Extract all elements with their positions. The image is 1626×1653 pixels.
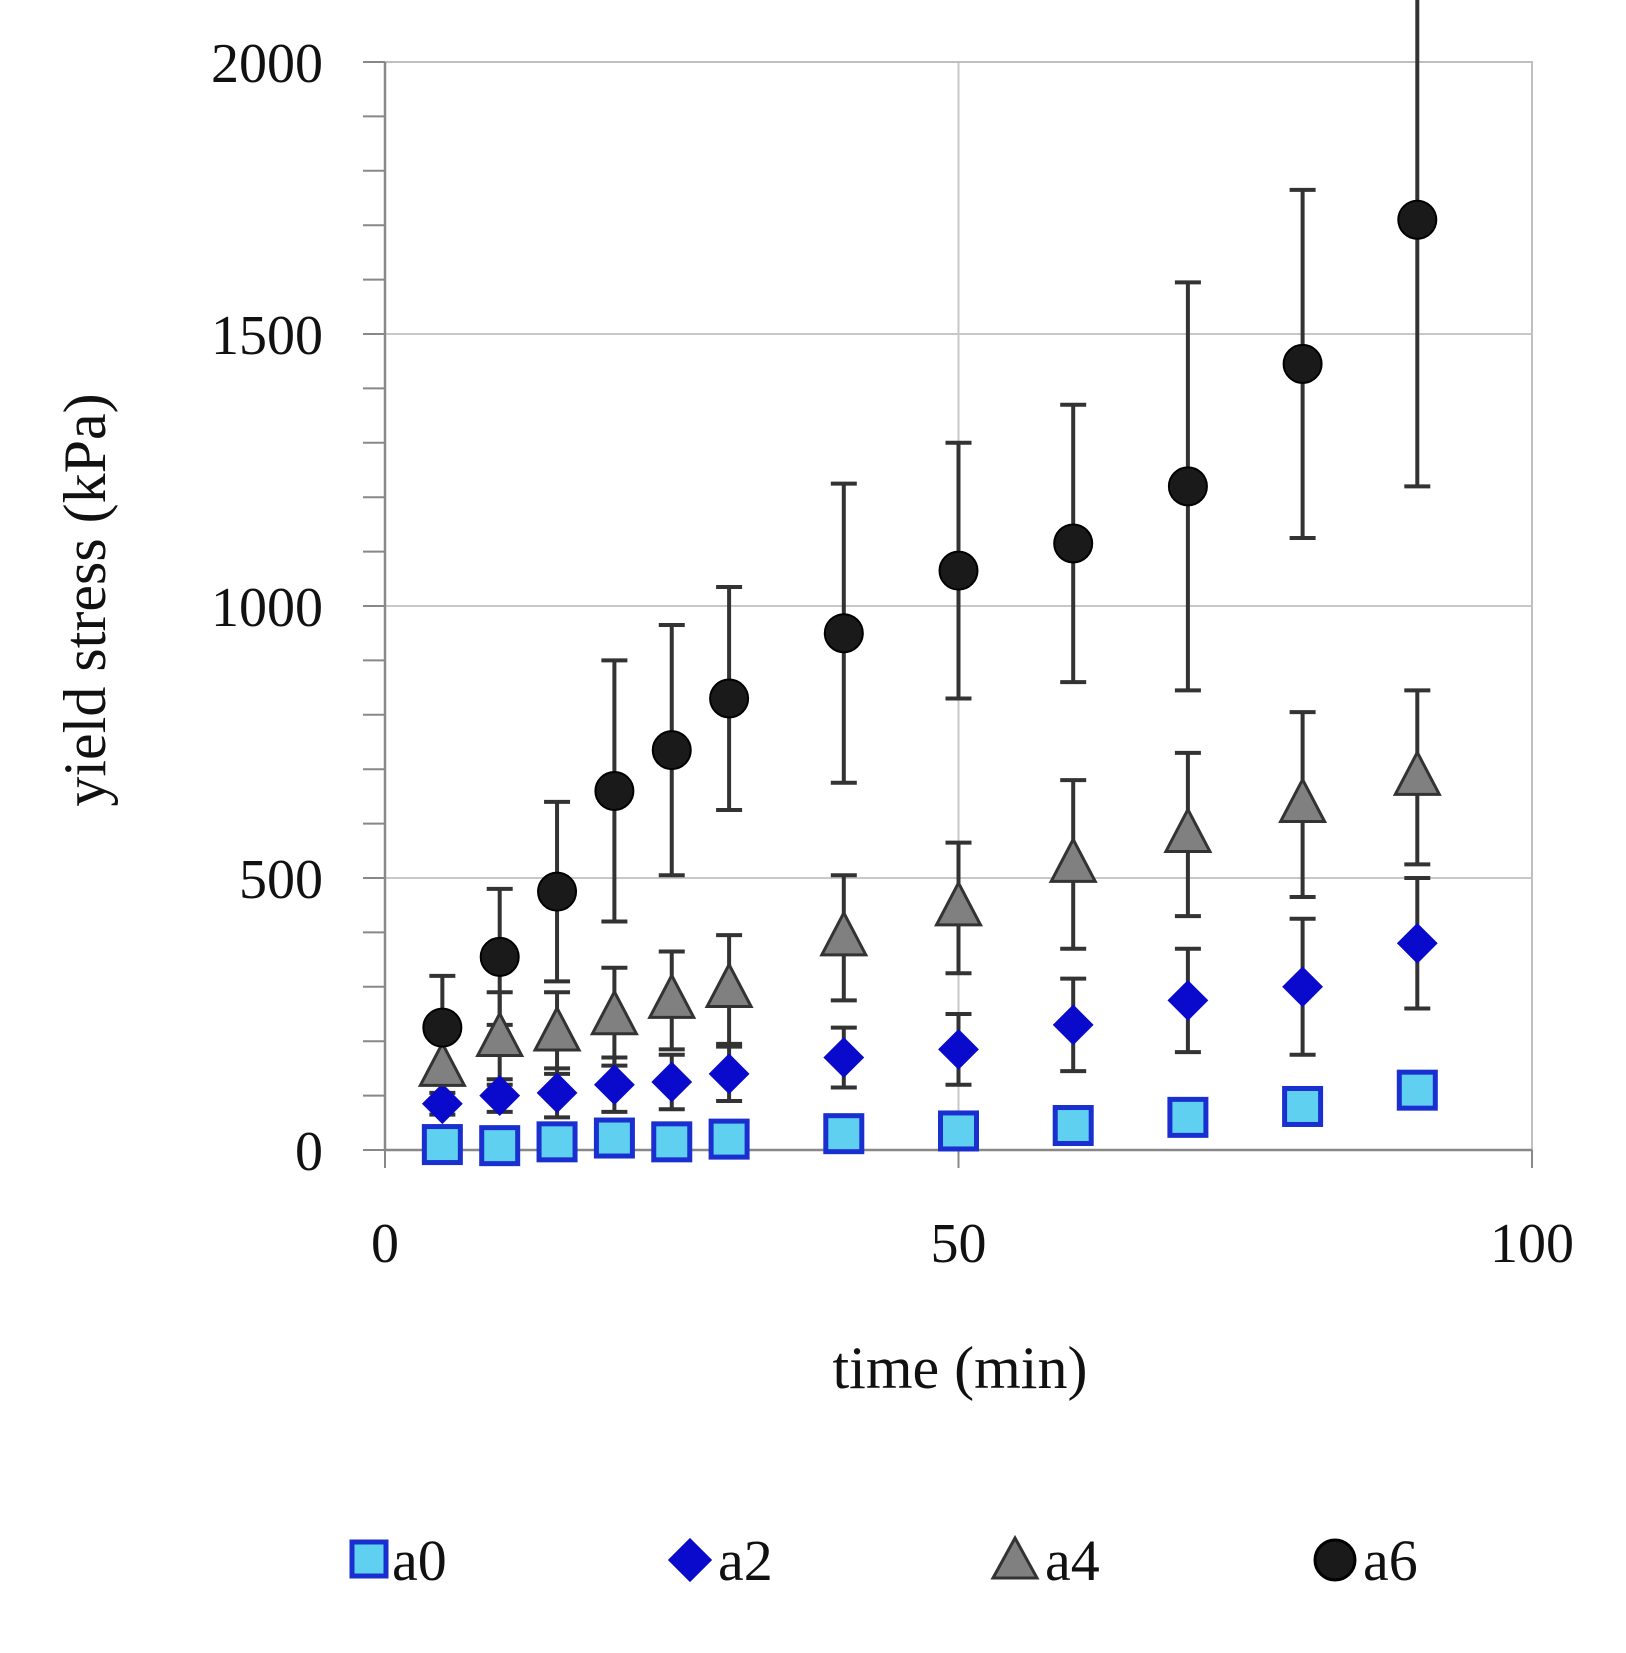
point-a2: [593, 1064, 635, 1106]
point-a4: [589, 988, 639, 1036]
point-a6: [709, 678, 750, 719]
point-a0: [1282, 1085, 1324, 1127]
point-a4: [647, 972, 697, 1019]
y-tick-label: 500: [239, 849, 323, 911]
series-a2: [421, 922, 1438, 1125]
point-a0: [536, 1121, 578, 1163]
point-a6: [823, 613, 864, 654]
legend-item-a6: a6: [1313, 1528, 1418, 1593]
point-a2: [1167, 979, 1209, 1021]
legend-label-a6: a6: [1363, 1528, 1418, 1593]
legend-marker-circle-icon: [1313, 1538, 1357, 1582]
x-axis-title: time (min): [833, 1335, 1088, 1401]
legend-label-a4: a4: [1045, 1528, 1100, 1593]
point-a0: [708, 1118, 750, 1160]
legend-item-a4: a4: [990, 1528, 1100, 1593]
x-tick-label: 100: [1490, 1213, 1574, 1275]
series-a6: [422, 199, 1438, 1048]
point-a6: [422, 1007, 463, 1048]
point-a4: [934, 879, 983, 927]
legend-label-a0: a0: [392, 1528, 447, 1593]
y-axis-title: yield stress (kPa): [52, 393, 118, 806]
point-a6: [1282, 343, 1323, 384]
point-a4: [1392, 749, 1442, 796]
legend: a0 a2 a4 a6: [349, 1528, 1418, 1593]
point-a2: [1396, 922, 1438, 964]
point-a6: [594, 770, 635, 811]
point-a2: [421, 1083, 463, 1125]
point-a0: [421, 1124, 463, 1166]
y-tick-label: 1000: [211, 577, 323, 639]
legend-label-a2: a2: [718, 1528, 773, 1593]
point-a4: [704, 961, 754, 1009]
point-a6: [1053, 523, 1094, 564]
point-a6: [651, 730, 692, 771]
data-points: [417, 199, 1442, 1167]
point-a0: [1396, 1069, 1438, 1111]
series-a4: [417, 749, 1442, 1087]
point-a2: [823, 1037, 865, 1078]
legend-marker-diamond-icon: [667, 1537, 713, 1583]
point-a2: [708, 1053, 750, 1095]
point-a4: [417, 1040, 467, 1087]
point-a4: [1048, 836, 1098, 883]
point-a6: [1397, 199, 1438, 240]
point-a0: [479, 1125, 521, 1167]
x-tick-label: 0: [371, 1213, 399, 1275]
legend-item-a0: a0: [349, 1528, 447, 1593]
point-a6: [1167, 466, 1208, 507]
point-a2: [479, 1075, 521, 1117]
point-a0: [823, 1113, 865, 1155]
point-a6: [938, 550, 979, 591]
y-tick-label: 2000: [211, 33, 323, 95]
legend-marker-triangle-icon: [990, 1534, 1040, 1580]
point-a4: [1163, 806, 1213, 853]
point-a0: [593, 1117, 635, 1159]
y-tick-label: 0: [295, 1121, 323, 1183]
point-a4: [819, 909, 869, 957]
point-a4: [532, 1004, 582, 1052]
point-a4: [475, 1010, 525, 1057]
point-a2: [651, 1061, 693, 1103]
legend-marker-square-icon: [349, 1539, 389, 1579]
point-a6: [479, 936, 520, 977]
point-a2: [1282, 966, 1324, 1008]
y-tick-label: 1500: [211, 305, 323, 367]
point-a0: [938, 1110, 979, 1152]
point-a0: [651, 1121, 693, 1163]
x-tick-label: 50: [931, 1213, 987, 1275]
series-a0: [421, 1069, 1438, 1167]
point-a2: [536, 1072, 578, 1114]
point-a0: [1167, 1096, 1209, 1138]
legend-item-a2: a2: [667, 1528, 773, 1593]
tick-labels: 0 500 1000 1500 2000 0 50 100: [211, 33, 1574, 1275]
point-a6: [537, 871, 578, 912]
point-a0: [1052, 1105, 1094, 1147]
point-a2: [938, 1028, 979, 1070]
point-a4: [1278, 776, 1328, 824]
point-a2: [1052, 1004, 1094, 1046]
